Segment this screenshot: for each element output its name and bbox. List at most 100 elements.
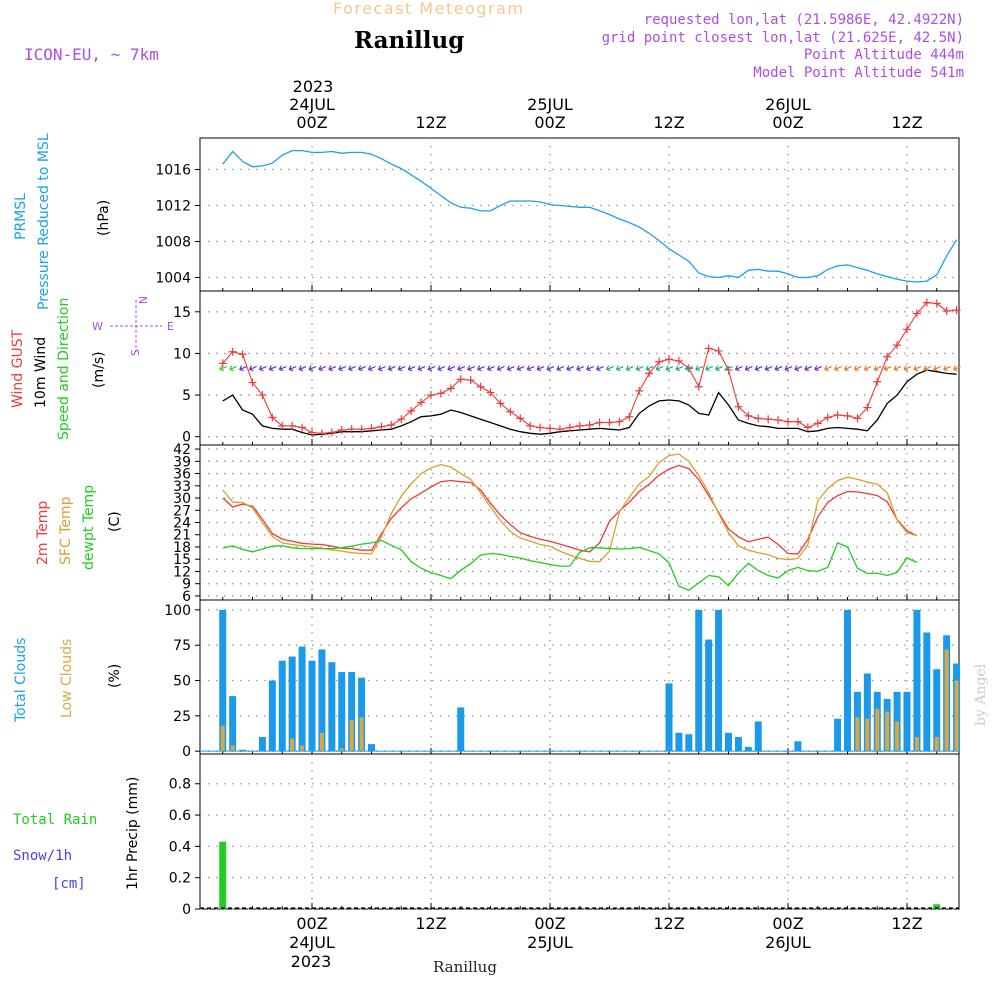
bottom-time-label: 12Z (415, 914, 446, 933)
clouds-labels: Total Clouds Low Clouds (%) (13, 638, 123, 723)
bottom-date-label: 24JUL (289, 933, 335, 952)
wind-direction-arrow (427, 365, 436, 372)
gust-point (526, 421, 535, 430)
low-cloud-bar (875, 708, 880, 752)
temp-tick-label: 39 (173, 454, 191, 470)
wind-direction-arrow (933, 365, 941, 372)
precip-tick-label: 0.6 (169, 808, 191, 824)
bottom-time-label: 00Z (534, 914, 565, 933)
wind-direction-arrow (605, 365, 614, 372)
grid-point-coords: grid point closest lon,lat (21.625E, 42.… (602, 30, 964, 46)
low-cloud-bar (290, 738, 295, 752)
temp-dewpt-series-line (222, 539, 918, 591)
temp-tick-label: 27 (173, 503, 191, 519)
top-time-label: 00Z (534, 113, 565, 132)
gust-point (585, 421, 594, 430)
wind-direction-arrow (358, 365, 366, 372)
wind-direction-arrow (219, 365, 227, 372)
gust-point (605, 418, 614, 427)
wind-direction-arrow (457, 365, 465, 372)
gust-point (427, 391, 435, 400)
gust-point (863, 403, 872, 412)
gust-point (516, 414, 525, 423)
gust-point (456, 375, 465, 384)
bottom-time-label: 00Z (296, 914, 327, 933)
total-cloud-bar (308, 660, 316, 752)
compass-w: W (92, 320, 103, 333)
wind-direction-arrow (298, 365, 307, 372)
pressure-label-msl: Pressure Reduced to MSL (36, 133, 52, 310)
gust-point (367, 424, 376, 433)
wind-direction-arrow (417, 365, 426, 372)
temp-unit: (C) (107, 511, 123, 532)
wind-direction-arrow (853, 365, 862, 372)
temp-tick-label: 42 (173, 442, 191, 458)
wind-direction-arrow (258, 365, 267, 372)
gust-point (337, 426, 346, 435)
gust-point (308, 428, 316, 437)
low-cloud-bar (885, 711, 890, 752)
top-time-label: 00Z (296, 113, 327, 132)
total-cloud-bar (338, 672, 346, 752)
total-cloud-bar (229, 696, 237, 752)
gust-point (298, 423, 307, 432)
total-cloud-bar (675, 732, 683, 752)
precip-label-rain: Total Rain (13, 812, 97, 828)
wind-label-10m: 10m Wind (33, 337, 49, 408)
temp-label-sfc: SFC Temp (58, 496, 74, 565)
total-cloud-bar (348, 672, 356, 752)
wind-labels: Wind GUST 10m Wind Speed and Direction (… (10, 296, 174, 440)
total-cloud-bar (685, 734, 693, 752)
precip-panel: 0 0.2 0.4 0.6 0.8 (169, 753, 960, 918)
clouds-label-total: Total Clouds (13, 638, 29, 723)
gust-point (704, 344, 713, 353)
gust-point (407, 406, 416, 415)
gust-point (793, 417, 802, 426)
gust-point (317, 429, 326, 438)
total-cloud-bar (754, 721, 762, 752)
wind-direction-arrow (239, 365, 247, 372)
total-cloud-bar (457, 707, 465, 752)
wind-direction-arrow (516, 365, 525, 372)
wind-label-gust: Wind GUST (10, 329, 26, 408)
top-date-label: 24JUL (289, 95, 335, 114)
wind-direction-arrow (774, 365, 783, 372)
total-cloud-bar (318, 649, 326, 752)
low-cloud-bar (319, 732, 324, 752)
total-cloud-bar (863, 673, 871, 752)
pressure-tick-label: 1004 (155, 271, 191, 287)
wind-direction-arrow (883, 365, 892, 372)
total-cloud-bar (288, 656, 296, 752)
low-cloud-bar (855, 717, 860, 752)
wind-direction-arrow (695, 365, 703, 372)
wind-direction-arrow (734, 365, 743, 372)
total-cloud-bar (368, 744, 375, 752)
wind-direction-arrow (248, 365, 257, 372)
gust-point (853, 414, 862, 423)
gust-point (446, 384, 455, 393)
bottom-time-label: 12Z (891, 914, 922, 933)
temp-tick-label: 33 (173, 479, 191, 495)
wind-direction-arrow (923, 365, 932, 372)
temp-frame (199, 444, 960, 601)
pressure-label-prmsl: PRMSL (13, 193, 29, 240)
gust-point (903, 325, 911, 334)
gust-point (377, 422, 386, 431)
temp-label-dewpt: dewpt Temp (81, 485, 97, 570)
requested-coords: requested lon,lat (21.5986E, 42.4922N) (644, 12, 964, 28)
gust-point (575, 421, 584, 430)
wind-direction-arrow (645, 365, 654, 372)
top-year-label: 2023 (293, 77, 334, 96)
temp-tick-label: 21 (173, 528, 191, 544)
wind-direction-arrow (506, 365, 515, 372)
temp-tick-label: 6 (182, 589, 191, 605)
temp-tick-label: 36 (173, 467, 191, 483)
bottom-year-label: 2023 (291, 952, 332, 971)
wind-direction-arrow (526, 365, 535, 372)
temp-sfc-series-line (222, 453, 918, 563)
total-cloud-bar (794, 741, 802, 752)
rain-bar (219, 841, 227, 909)
gust-point (843, 411, 852, 420)
pressure-unit: (hPa) (96, 200, 112, 236)
top-time-label: 00Z (772, 113, 803, 132)
